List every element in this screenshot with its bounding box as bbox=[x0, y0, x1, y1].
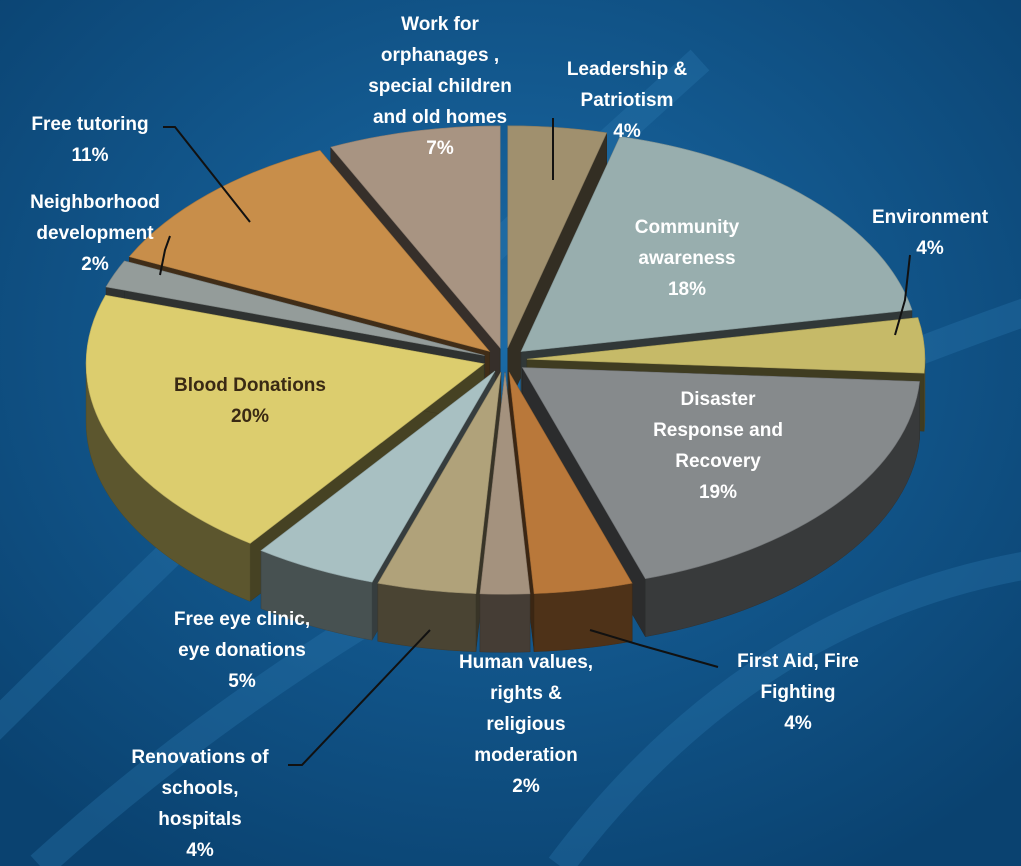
label-line: Free tutoring bbox=[31, 114, 148, 135]
label-percent: 2% bbox=[81, 254, 109, 275]
leader-firstaid bbox=[589, 629, 719, 668]
label-firstaid: First Aid, Fire Fighting 4% bbox=[737, 651, 859, 734]
label-percent: 4% bbox=[784, 713, 812, 734]
label-line: Human values, bbox=[459, 652, 593, 673]
slice-renovations-of-schools-hospitals bbox=[377, 371, 502, 652]
label-line: religious bbox=[486, 714, 565, 735]
label-line: First Aid, Fire bbox=[737, 651, 859, 672]
label-line: schools, bbox=[161, 778, 238, 799]
slice-human-values-rights-religious-moderation bbox=[479, 372, 531, 653]
label-community: Community awareness 18% bbox=[635, 217, 740, 300]
label-percent: 4% bbox=[186, 840, 214, 861]
label-leadership: Leadership & Patriotism 4% bbox=[567, 59, 688, 142]
label-percent: 5% bbox=[228, 671, 256, 692]
label-line: moderation bbox=[474, 745, 577, 766]
label-line: Blood Donations bbox=[174, 375, 326, 396]
label-percent: 18% bbox=[668, 279, 706, 300]
label-percent: 4% bbox=[916, 238, 944, 259]
label-line: Renovations of bbox=[131, 747, 269, 768]
label-environment: Environment 4% bbox=[872, 207, 989, 259]
label-eyeclinic: Free eye clinic, eye donations 5% bbox=[174, 609, 310, 692]
leader-tutoring bbox=[163, 126, 251, 223]
label-line: awareness bbox=[638, 248, 735, 269]
label-line: Disaster bbox=[681, 389, 757, 410]
label-percent: 2% bbox=[512, 776, 540, 797]
label-percent: 4% bbox=[613, 121, 641, 142]
label-line: Leadership & bbox=[567, 59, 688, 80]
label-percent: 7% bbox=[426, 138, 454, 159]
label-line: hospitals bbox=[158, 809, 241, 830]
label-blood: Blood Donations 20% bbox=[174, 375, 326, 427]
label-line: and old homes bbox=[373, 107, 507, 128]
label-line: Response and bbox=[653, 420, 783, 441]
label-line: Work for bbox=[401, 14, 479, 35]
label-tutoring: Free tutoring 11% bbox=[31, 114, 148, 166]
leader-renovations bbox=[288, 629, 431, 766]
label-line: Fighting bbox=[761, 682, 836, 703]
label-line: orphanages , bbox=[381, 45, 499, 66]
label-line: eye donations bbox=[178, 640, 306, 661]
leader-lines bbox=[159, 118, 911, 766]
label-neighborhood: Neighborhood development 2% bbox=[30, 192, 160, 275]
label-line: Recovery bbox=[675, 451, 761, 472]
label-percent: 11% bbox=[72, 145, 109, 166]
label-renovations: Renovations of schools, hospitals 4% bbox=[131, 747, 269, 861]
label-human: Human values, rights & religious moderation… bbox=[459, 652, 593, 797]
label-orphanages: Work for orphanages , special children and … bbox=[368, 14, 512, 159]
label-percent: 19% bbox=[699, 482, 737, 503]
leader-neighborhood bbox=[159, 235, 171, 276]
label-percent: 20% bbox=[231, 406, 269, 427]
label-line: Environment bbox=[872, 207, 989, 228]
label-line: Community bbox=[635, 217, 740, 238]
slice-disaster-response-and-recovery bbox=[521, 366, 920, 638]
label-disaster: Disaster Response and Recovery 19% bbox=[653, 389, 783, 503]
label-line: Patriotism bbox=[581, 90, 674, 111]
label-line: rights & bbox=[490, 683, 562, 704]
slice-labels: Work for orphanages , special children and … bbox=[30, 14, 989, 861]
label-line: development bbox=[36, 223, 154, 244]
leader-environment bbox=[894, 254, 911, 336]
label-line: Free eye clinic, bbox=[174, 609, 310, 630]
label-line: special children bbox=[368, 76, 512, 97]
label-line: Neighborhood bbox=[30, 192, 160, 213]
